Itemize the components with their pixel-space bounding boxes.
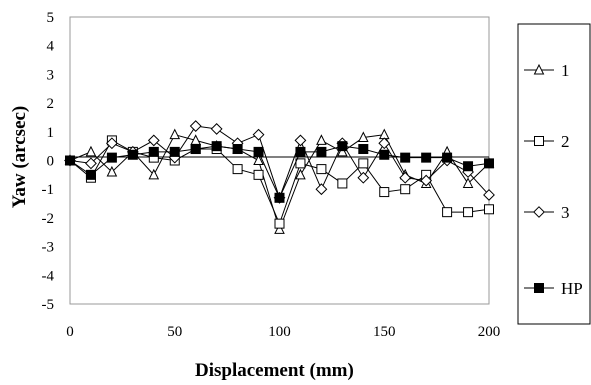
data-point-HP (316, 146, 327, 157)
data-point-HP (484, 158, 494, 169)
data-point-2 (337, 178, 348, 189)
data-point-HP (400, 152, 411, 163)
data-point-HP (337, 141, 348, 152)
legend-marker (533, 206, 545, 218)
data-point-2 (253, 169, 264, 180)
y-tick-label: -1 (42, 182, 55, 198)
y-tick-label: 5 (47, 10, 55, 26)
data-point-HP (148, 146, 159, 157)
series-HP (65, 141, 494, 203)
data-point-2 (463, 207, 474, 218)
data-point-HP (463, 161, 474, 172)
data-point-3 (85, 157, 97, 170)
data-point-3 (147, 134, 160, 147)
data-point-3 (105, 137, 118, 150)
data-point-HP (274, 192, 285, 203)
data-point-HP (85, 169, 96, 180)
data-point-2 (358, 158, 369, 169)
data-point-3 (294, 134, 307, 147)
legend-item-3: 3 (524, 203, 570, 222)
data-point-HP (169, 146, 180, 157)
legend: 1 2 3 HP (524, 61, 583, 298)
y-tick-label: 1 (47, 125, 55, 141)
data-point-2 (295, 158, 306, 169)
y-tick-label: 4 (47, 39, 55, 55)
data-point-1 (357, 131, 369, 143)
data-point-HP (442, 152, 453, 163)
data-point-3 (483, 189, 495, 201)
data-point-1 (462, 177, 474, 188)
legend-item-1: 1 (524, 61, 570, 80)
y-tick-label: -3 (42, 240, 55, 256)
legend-marker (534, 283, 544, 293)
data-point-1 (253, 154, 264, 165)
data-point-1 (148, 168, 160, 180)
data-point-1 (169, 128, 181, 140)
y-tick-labels: 5 4 3 2 1 0 -1 -2 -3 -4 -5 (42, 10, 55, 313)
legend-label: HP (561, 279, 583, 298)
y-tick-label: 3 (47, 67, 55, 83)
data-point-HP (65, 155, 75, 166)
data-point-HP (211, 141, 222, 152)
x-tick-label: 100 (268, 324, 291, 340)
data-point-HP (253, 146, 264, 157)
data-point-3 (399, 171, 412, 184)
legend-item-2: 2 (524, 132, 570, 151)
data-point-3 (357, 171, 370, 184)
legend-label: 1 (561, 61, 570, 80)
x-axis-title: Displacement (mm) (195, 360, 354, 381)
y-tick-label: -5 (42, 297, 55, 313)
data-point-1 (316, 134, 327, 145)
data-point-HP (106, 152, 117, 163)
y-tick-label: 2 (47, 96, 55, 112)
data-point-1 (378, 128, 390, 140)
data-point-HP (127, 149, 138, 160)
data-point-2 (316, 164, 327, 175)
data-point-3 (420, 174, 433, 187)
data-point-2 (442, 207, 453, 218)
x-tick-label: 150 (373, 324, 396, 340)
data-point-3 (378, 137, 391, 150)
data-point-2 (232, 164, 243, 175)
x-tick-label: 200 (478, 324, 501, 340)
data-point-1 (337, 145, 348, 157)
y-tick-label: -2 (42, 211, 55, 227)
legend-item-HP: HP (524, 279, 583, 298)
data-point-HP (232, 144, 243, 155)
x-tick-label: 50 (167, 324, 182, 340)
legend-label: 2 (561, 132, 570, 151)
data-point-2 (400, 184, 411, 195)
data-point-2 (274, 218, 285, 229)
data-point-HP (358, 144, 369, 155)
y-tick-label: 0 (47, 154, 55, 170)
data-point-HP (421, 152, 432, 163)
series-layer (64, 120, 495, 234)
x-tick-label: 0 (66, 324, 74, 340)
data-point-3 (252, 128, 265, 141)
data-point-1 (106, 165, 118, 177)
data-point-3 (189, 120, 202, 132)
legend-box (517, 23, 591, 325)
data-point-2 (379, 187, 390, 198)
data-point-1 (85, 145, 97, 157)
data-point-2 (484, 204, 494, 215)
data-point-HP (295, 146, 306, 157)
legend-marker (533, 63, 545, 75)
data-point-HP (190, 144, 201, 155)
data-point-HP (379, 149, 390, 160)
y-axis-title: Yaw (arcsec) (9, 106, 30, 209)
data-point-3 (210, 123, 223, 135)
legend-marker (534, 136, 544, 146)
legend-label: 3 (561, 203, 570, 222)
data-point-1 (274, 223, 285, 234)
y-tick-label: -4 (42, 268, 55, 284)
x-tick-labels: 0 50 100 150 200 (66, 324, 500, 340)
data-point-1 (295, 168, 306, 180)
data-point-3 (315, 183, 328, 196)
